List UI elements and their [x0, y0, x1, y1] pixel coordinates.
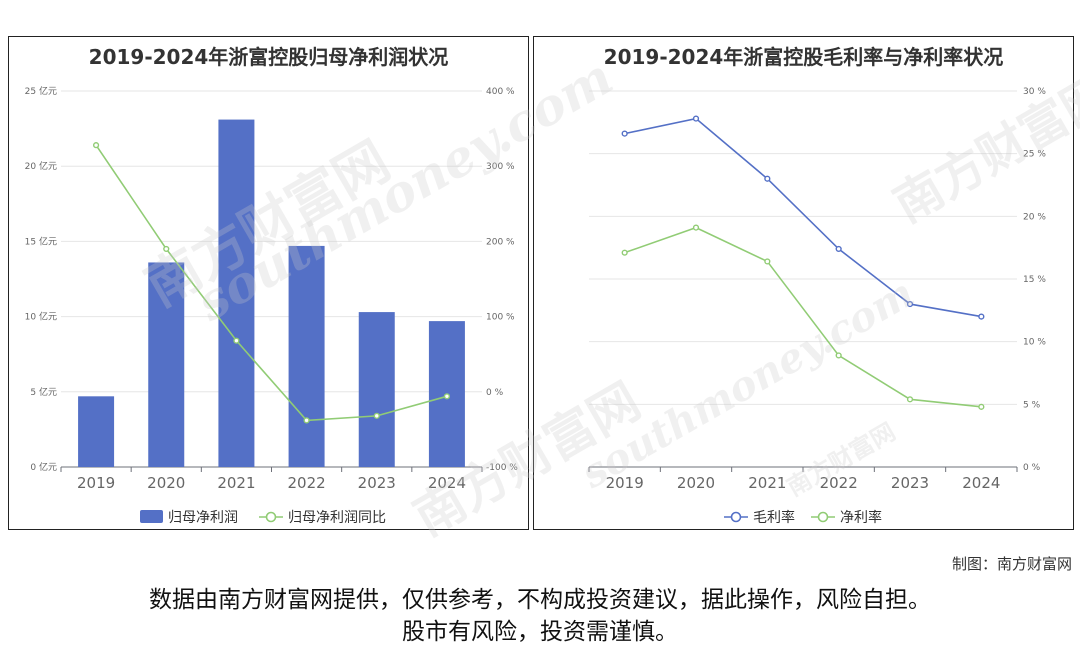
legend-swatch-marker: [730, 511, 742, 523]
bar: [218, 119, 255, 468]
legend-swatch-marker: [817, 511, 829, 523]
gross-margin-point: [764, 175, 771, 182]
y-right-tick-label: 200 %: [486, 237, 515, 247]
x-tick-label: 2022: [287, 474, 325, 492]
net-margin-point: [906, 396, 914, 403]
net-profit-chart-title: 2019-2024年浙富控股归母净利润状况: [88, 45, 449, 69]
y-left-tick-label: 5 亿元: [30, 386, 57, 398]
bar: [148, 262, 185, 467]
margin-chart: 0 % 5 % 10 % 15 % 20 % 25 % 30 % 2019 2020 2021 20…: [588, 87, 1046, 526]
disclaimer-line-1: 数据由南方财富网提供，仅供参考，不构成投资建议，据此操作，风险自担。: [149, 587, 931, 613]
yoy-point: [233, 337, 240, 344]
x-tick-label: 2022: [820, 474, 858, 492]
yoy-point: [373, 412, 380, 419]
margin-chart-panel: 2019-2024年浙富控股毛利率与净利率状况 0 % 5 % 10 % 15 % 20…: [533, 36, 1074, 530]
gross-margin-point: [692, 115, 700, 122]
x-tick-label: 2021: [748, 474, 786, 492]
net-margin-point: [621, 249, 628, 256]
x-tick-label: 2019: [77, 474, 115, 492]
net-margin-line: [624, 226, 982, 408]
bar: [78, 396, 115, 467]
legend-label-gross-margin: 毛利率: [753, 509, 795, 526]
gross-margin-line: [624, 117, 982, 318]
x-tick-label: 2024: [428, 474, 466, 492]
net-profit-chart: 0 亿元 5 亿元 10 亿元 15 亿元 20 亿元 25 亿元 -100 % 0 % 100…: [25, 85, 519, 526]
y-left-tick-label: 20 亿元: [25, 160, 57, 172]
legend-label-bar: 归母净利润: [168, 509, 238, 526]
net-margin-point: [835, 352, 842, 359]
y-right-tick-label: 0 %: [1023, 463, 1041, 473]
yoy-point: [92, 142, 100, 149]
yoy-point: [303, 417, 310, 424]
x-tick-label: 2020: [147, 474, 185, 492]
y-right-tick-label: 15 %: [1023, 275, 1046, 285]
gross-margin-point: [621, 130, 628, 137]
yoy-point: [163, 245, 170, 253]
y-right-tick-label: 0 %: [486, 388, 504, 398]
legend-label-net-margin: 净利率: [840, 509, 882, 526]
y-left-tick-label: 10 亿元: [25, 311, 57, 323]
yoy-line: [95, 144, 448, 422]
margin-chart-title: 2019-2024年浙富控股毛利率与净利率状况: [603, 45, 1004, 69]
bar: [358, 312, 395, 467]
yoy-point: [443, 393, 451, 400]
y-right-tick-label: 300 %: [486, 162, 515, 172]
disclaimer-line-2: 股市有风险，投资需谨慎。: [402, 619, 678, 645]
gross-margin-point: [978, 313, 985, 320]
x-tick-label: 2023: [358, 474, 396, 492]
y-left-tick-label: 15 亿元: [25, 235, 57, 247]
x-tick-label: 2024: [962, 474, 1000, 492]
x-tick-label: 2023: [891, 474, 929, 492]
bar: [288, 245, 325, 467]
y-right-tick-label: 20 %: [1023, 212, 1046, 222]
y-right-tick-label: 100 %: [486, 313, 515, 323]
y-left-tick-label: 25 亿元: [25, 85, 57, 97]
legend-swatch-marker: [265, 511, 277, 523]
x-tick-label: 2020: [677, 474, 715, 492]
legend-swatch-bar: [140, 510, 163, 523]
x-tick-label: 2019: [606, 474, 644, 492]
y-right-tick-label: 5 %: [1023, 400, 1041, 410]
x-tick-label: 2021: [217, 474, 255, 492]
y-left-tick-label: 0 亿元: [30, 461, 57, 473]
net-margin-point: [764, 258, 771, 265]
y-right-tick-label: 400 %: [486, 87, 515, 97]
gross-margin-point: [835, 245, 842, 253]
net-margin-point: [692, 224, 700, 231]
chart-credit: 制图：南方财富网: [951, 555, 1072, 573]
y-right-tick-label: 30 %: [1023, 87, 1046, 97]
net-margin-point: [978, 403, 985, 410]
y-right-tick-label: 25 %: [1023, 150, 1046, 160]
legend-label-line: 归母净利润同比: [288, 509, 386, 526]
y-right-tick-label: -100 %: [486, 463, 518, 473]
y-right-tick-label: 10 %: [1023, 338, 1046, 348]
gross-margin-point: [906, 300, 914, 308]
net-profit-chart-panel: 2019-2024年浙富控股归母净利润状况 0 亿元 5 亿元 10 亿元 15 亿元…: [8, 36, 529, 530]
